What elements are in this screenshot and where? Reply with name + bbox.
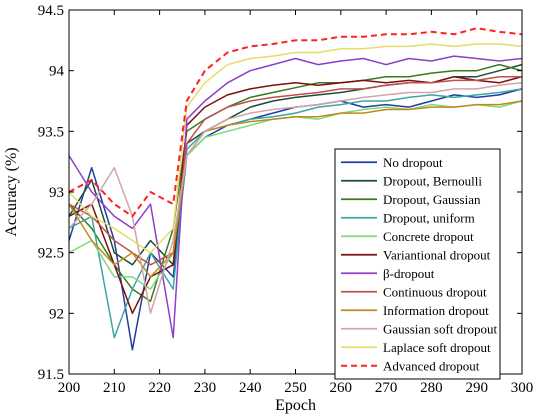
series-line-advanced-dropout <box>68 27 523 218</box>
series-line-laplace-soft-dropout <box>68 43 523 254</box>
series-line-beta-dropout <box>68 55 523 339</box>
y-tick-label: 94 <box>49 64 65 80</box>
legend-label-variantional-dropout: Variantional dropout <box>383 247 491 262</box>
legend-label-advanced-dropout: Advanced dropout <box>383 358 480 373</box>
series-lines-layer <box>68 27 523 351</box>
y-tick-label: 93.5 <box>38 124 64 140</box>
y-tick-label: 92 <box>49 306 64 322</box>
legend-label-gaussian-soft-dropout: Gaussian soft dropout <box>383 321 497 336</box>
x-tick-label: 220 <box>148 380 171 396</box>
legend-label-dropout-uniform: Dropout, uniform <box>383 210 475 225</box>
x-tick-label: 300 <box>511 380 533 396</box>
x-tick-label: 200 <box>58 380 81 396</box>
series-line-continuous-dropout <box>68 75 522 266</box>
legend-label-beta-dropout: β-dropout <box>383 266 435 281</box>
legend-label-dropout-gaussian: Dropout, Gaussian <box>383 192 481 207</box>
x-axis-title: Epoch <box>275 397 316 414</box>
legend-label-continuous-dropout: Continuous dropout <box>383 284 487 299</box>
x-tick-label: 210 <box>103 380 126 396</box>
y-tick-label: 92.5 <box>38 246 64 262</box>
x-tick-label: 290 <box>465 380 488 396</box>
axis-ticks-layer: 200 210 220 230 240 250 260 270 280 290 300 91.5 92 9… <box>38 3 533 396</box>
series-line-dropout-uniform <box>68 88 523 339</box>
legend-box <box>334 148 501 380</box>
x-tick-label: 250 <box>284 380 307 396</box>
x-tick-label: 280 <box>420 380 443 396</box>
y-tick-label: 91.5 <box>38 367 64 383</box>
y-axis-title: Accuracy (%) <box>3 147 20 236</box>
legend-label-no-dropout: No dropout <box>383 155 443 170</box>
legend-label-concrete-dropout: Concrete dropout <box>383 229 474 244</box>
y-tick-label: 93 <box>49 185 64 201</box>
series-line-variantional-dropout <box>68 75 523 315</box>
series-line-gaussian-soft-dropout <box>68 82 523 315</box>
legend-label-dropout-bernoulli: Dropout, Bernoulli <box>383 173 482 188</box>
series-line-no-dropout <box>68 88 523 351</box>
y-tick-label: 94.5 <box>38 3 64 19</box>
x-tick-label: 270 <box>375 380 398 396</box>
x-tick-label: 260 <box>330 380 353 396</box>
legend-label-information-dropout: Information dropout <box>383 303 489 318</box>
legend-label-laplace-soft-dropout: Laplace soft dropout <box>383 340 491 355</box>
x-tick-label: 230 <box>194 380 217 396</box>
legend: No dropout Dropout, Bernoulli Dropout, Gau… <box>334 148 501 380</box>
x-tick-label: 240 <box>239 380 262 396</box>
